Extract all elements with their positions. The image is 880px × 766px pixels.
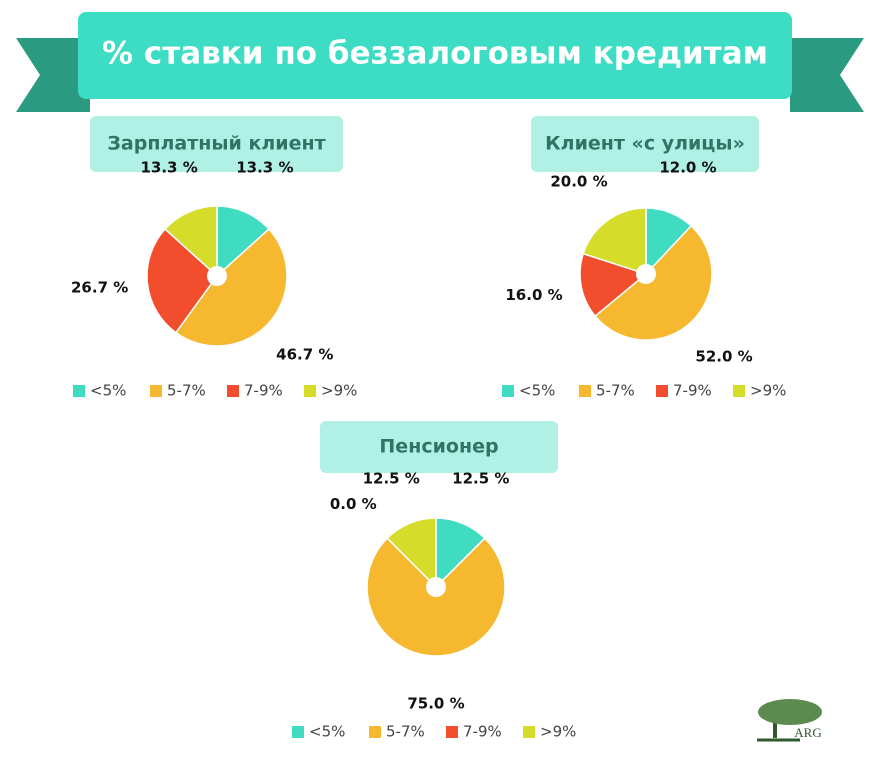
legend-marker [227, 385, 239, 397]
title-banner [78, 12, 792, 99]
pie-slice [164, 205, 218, 278]
chart-title: Пенсионер [379, 436, 498, 458]
legend-label: >9% [750, 382, 786, 400]
legend-label: <5% [90, 382, 126, 400]
legend-label: 7-9% [244, 382, 283, 400]
logo-crown [758, 699, 822, 725]
pie-hole [636, 264, 656, 284]
ribbon-right [790, 38, 864, 112]
legend-marker [150, 385, 162, 397]
chart-title: Зарплатный клиент [107, 133, 325, 155]
value-label: 12.5 % [363, 469, 420, 487]
pie-slice [174, 227, 288, 347]
page-title: % ставки по беззалоговым кредитам [102, 36, 768, 72]
value-label: 75.0 % [407, 695, 464, 713]
legend-marker [304, 385, 316, 397]
legend-marker [446, 726, 458, 738]
pie-slice [594, 224, 713, 341]
legend-marker [579, 385, 591, 397]
legend-marker [733, 385, 745, 397]
pie-hole [426, 577, 446, 597]
chart-title: Клиент «с улицы» [545, 133, 745, 155]
legend-label: >9% [540, 723, 576, 741]
legend-marker [369, 726, 381, 738]
pie-slice [146, 227, 219, 334]
value-label: 0.0 % [330, 495, 377, 513]
pie-hole [207, 266, 227, 286]
legend-label: 5-7% [386, 723, 425, 741]
legend-label: 7-9% [673, 382, 712, 400]
logo-text: ARG [794, 725, 821, 740]
legend-label: <5% [519, 382, 555, 400]
subtitle-box [90, 116, 343, 172]
pie-slice [386, 517, 437, 589]
subtitle-box [320, 421, 558, 473]
value-label: 12.0 % [659, 159, 716, 177]
value-label: 26.7 % [71, 279, 128, 297]
value-label: 52.0 % [695, 348, 752, 366]
legend-marker [292, 726, 304, 738]
value-label: 12.5 % [452, 469, 509, 487]
value-label: 20.0 % [550, 172, 607, 190]
value-label: 16.0 % [505, 286, 562, 304]
value-label: 46.7 % [276, 345, 333, 363]
legend-label: 7-9% [463, 723, 502, 741]
subtitle-box [531, 116, 759, 172]
ribbon-left [16, 38, 90, 112]
logo: ARG [757, 699, 822, 742]
value-label: 13.3 % [140, 159, 197, 177]
legend-label: <5% [309, 723, 345, 741]
pie-slice [216, 205, 270, 278]
legend-marker [656, 385, 668, 397]
legend-marker [523, 726, 535, 738]
legend-label: 5-7% [596, 382, 635, 400]
legend-marker [502, 385, 514, 397]
pie-slice [582, 207, 647, 276]
legend-marker [73, 385, 85, 397]
value-label: 13.3 % [236, 159, 293, 177]
pie-slice [366, 537, 506, 657]
legend-label: >9% [321, 382, 357, 400]
legend-label: 5-7% [167, 382, 206, 400]
